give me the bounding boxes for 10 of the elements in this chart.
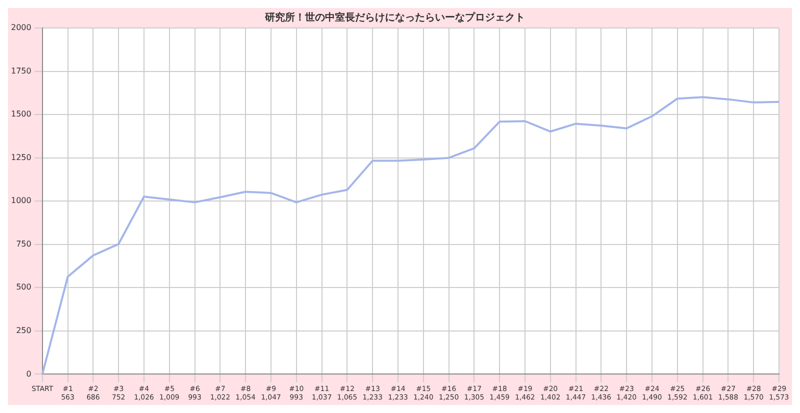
chart-title: 研究所！世の中室長だらけになったらいーなプロジェクト xyxy=(264,12,525,24)
y-tick-label: 1000 xyxy=(11,196,32,206)
y-tick-label: 1250 xyxy=(11,152,32,162)
y-tick-label: 2000 xyxy=(11,23,32,32)
y-tick-label: 750 xyxy=(16,239,32,248)
y-tick-label: 500 xyxy=(16,282,32,292)
y-tick-label: 1750 xyxy=(11,66,32,76)
y-tick-label: 0 xyxy=(26,369,32,378)
y-tick-label: 1500 xyxy=(11,110,32,119)
y-tick-label: 250 xyxy=(16,326,32,336)
